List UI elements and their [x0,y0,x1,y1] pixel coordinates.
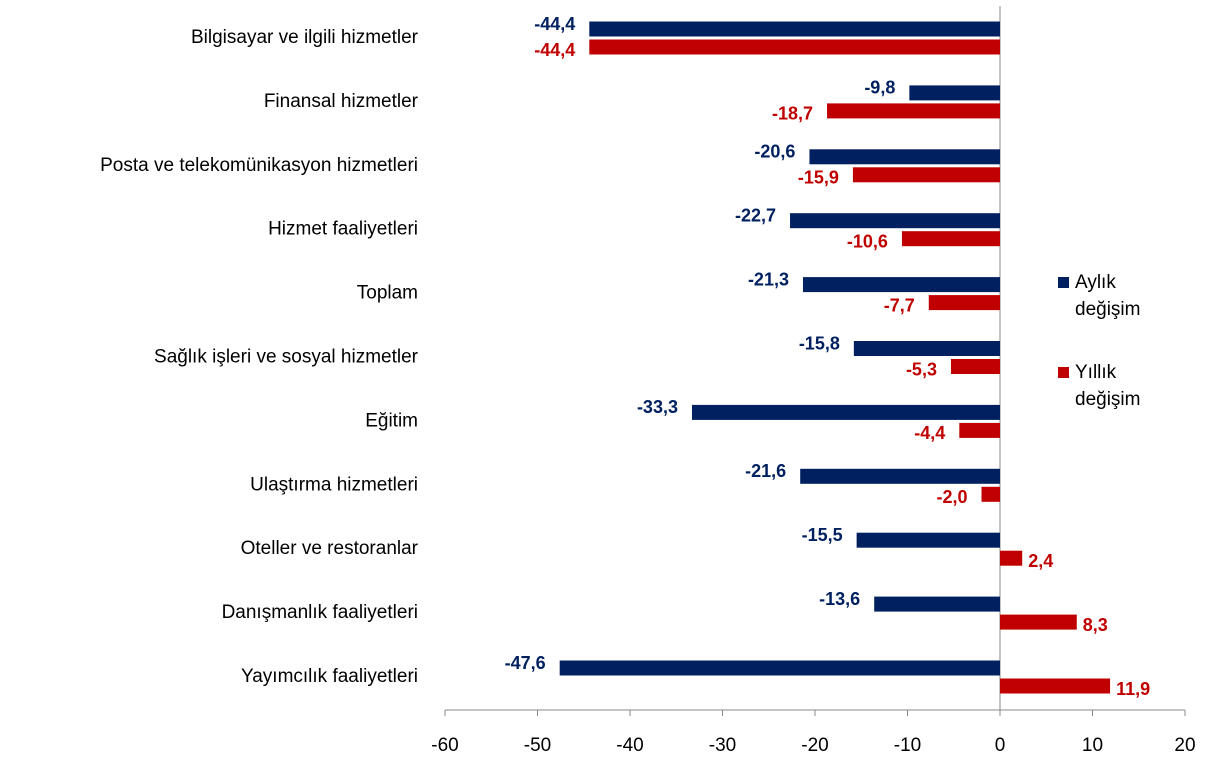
y-tick-label: Danışmanlık faaliyetleri [222,602,418,623]
x-tick-label: -40 [616,735,643,756]
bar [874,596,1000,612]
y-tick-label: Eğitim [365,410,418,431]
value-label: -9,8 [864,78,895,98]
bar [959,422,1000,438]
bar [1000,550,1023,566]
legend-swatch [1058,367,1069,378]
x-tick-label: -30 [709,735,736,756]
bar [1000,614,1077,630]
x-tick-label: 20 [1174,735,1195,756]
bar [827,103,1000,119]
bar [950,359,1000,374]
value-label: -21,3 [748,269,789,289]
legend-swatch [1058,277,1069,288]
y-tick-label: Finansal hizmetler [264,91,419,112]
bar [800,468,1000,484]
value-label: -5,3 [906,359,937,379]
value-label: -15,5 [802,525,843,545]
bar [691,404,1000,420]
y-tick-label: Hizmet faaliyetleri [268,219,418,240]
x-tick-label: -60 [431,735,458,756]
bar [901,231,1000,247]
value-label: -18,7 [772,104,813,124]
x-tick-label: 10 [1082,735,1103,756]
y-tick-label: Sağlık işleri ve sosyal hizmetler [154,347,419,368]
bar [802,277,1000,293]
bar [559,660,1000,676]
bar [790,213,1000,229]
bar [853,341,1000,356]
bar [809,149,1000,165]
value-label: -15,9 [798,168,839,188]
value-label: -15,8 [799,333,840,353]
value-label: 11,9 [1116,679,1150,699]
bar [909,85,1000,101]
value-label: -22,7 [735,205,776,225]
value-label: -21,6 [745,461,786,481]
value-label: -13,6 [819,589,860,609]
x-tick-label: 0 [995,735,1006,756]
bar [928,295,1000,311]
y-tick-label: Posta ve telekomünikasyon hizmetleri [100,155,418,176]
value-label: -44,4 [534,40,575,60]
value-label: -2,0 [936,487,967,507]
y-tick-label: Bilgisayar ve ilgili hizmetler [191,27,419,48]
bar [981,486,1000,502]
bar [1000,678,1111,694]
bar [856,532,1000,548]
y-tick-label: Ulaştırma hizmetleri [250,474,418,495]
value-label: 2,4 [1028,551,1053,571]
value-label: -20,6 [754,142,795,162]
value-label: 8,3 [1083,615,1108,635]
value-label: -4,4 [914,423,945,443]
value-label: -33,3 [637,397,678,417]
bar [852,167,1000,183]
bar [589,39,1000,55]
value-label: -47,6 [505,653,546,673]
value-label: -10,6 [847,231,888,251]
bar [589,21,1000,37]
value-label: -44,4 [534,14,575,34]
x-tick-label: -10 [894,735,921,756]
legend-label: Aylık değişim [1075,272,1140,320]
y-tick-label: Oteller ve restoranlar [241,538,419,559]
value-label: -7,7 [884,295,915,315]
x-tick-label: -50 [524,735,551,756]
y-tick-label: Yayımcılık faaliyetleri [241,666,418,687]
y-tick-label: Toplam [357,283,418,304]
x-tick-label: -20 [801,735,828,756]
legend-label: Yıllık değişim [1075,362,1140,410]
